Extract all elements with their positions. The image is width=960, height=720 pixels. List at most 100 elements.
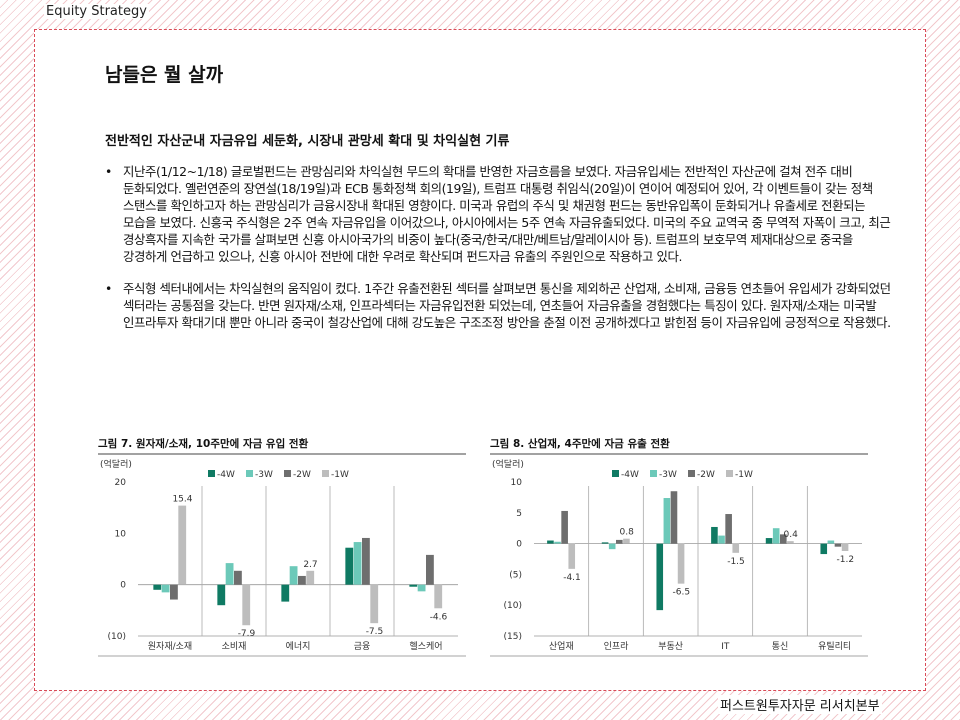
y-tick-label: (5) (509, 570, 522, 580)
y-tick-label: (10) (504, 601, 522, 611)
bar (787, 541, 794, 544)
x-tick-label: 에너지 (286, 641, 311, 652)
x-tick-label: 부동산 (658, 641, 683, 652)
bar (547, 540, 554, 544)
legend-label: -4W (621, 470, 639, 480)
bar (370, 584, 379, 624)
section-subtitle: 전반적인 자산군내 자금유입 세둔화, 시장내 관망세 확대 및 차익실현 기류 (105, 134, 510, 149)
bar (225, 563, 234, 585)
bar (725, 514, 732, 544)
legend-swatch (650, 470, 657, 477)
bar (434, 584, 443, 609)
bar (170, 584, 178, 600)
bar (554, 541, 561, 544)
bar (234, 570, 242, 585)
legend-label: -2W (697, 470, 715, 480)
bar (608, 543, 616, 550)
page-title: 남들은 뭘 살까 (105, 64, 224, 86)
bar (409, 584, 418, 587)
bullet-paragraph: 주식형 섹터내에서는 차익실현의 움직임이 컸다. 1주간 유출전환된 섹터를 … (105, 280, 891, 331)
legend-label: -3W (659, 470, 677, 480)
bullet-paragraph: 지난주(1/12~1/18) 글로벌펀드는 관망심리와 차익실현 무드의 확대를… (105, 163, 891, 266)
bar (765, 538, 773, 544)
unit-label: (억달러) (492, 458, 524, 470)
bar (306, 570, 315, 585)
chart-industrials: 그림 8. 산업재, 4주만에 자금 유출 전환 (억달러) -4W -3W -2W -1… (490, 437, 868, 657)
data-label: -7.9 (238, 629, 256, 639)
data-label: 0.8 (619, 528, 634, 538)
bar (834, 543, 842, 547)
bullet-list: 지난주(1/12~1/18) 글로벌펀드는 관망심리와 차익실현 무드의 확대를… (105, 163, 891, 345)
bar (732, 543, 740, 553)
bar (561, 510, 568, 544)
y-tick-label: 0 (516, 540, 522, 550)
x-tick-label: IT (721, 642, 730, 652)
x-tick-label: 금융 (354, 641, 371, 652)
bar (841, 543, 849, 551)
bar (345, 547, 354, 585)
x-tick-label: 인프라 (604, 641, 630, 652)
legend-swatch (322, 470, 329, 477)
x-tick-label: 산업재 (549, 641, 574, 652)
y-tick-label: 10 (511, 478, 523, 488)
bar (780, 534, 787, 544)
chart-title: 그림 8. 산업재, 4주만에 자금 유출 전환 (490, 437, 670, 450)
y-tick-label: (10) (108, 632, 126, 642)
legend-swatch (208, 470, 215, 477)
section-label: Equity Strategy (44, 4, 149, 19)
y-tick-label: 20 (115, 478, 127, 488)
bar (242, 584, 251, 626)
y-tick-label: 10 (115, 529, 127, 539)
bar (718, 535, 725, 544)
legend-swatch (726, 470, 733, 477)
legend-label: -3W (255, 470, 273, 480)
bar (677, 543, 685, 584)
y-tick-label: 5 (516, 509, 522, 519)
bar (623, 538, 630, 544)
bar (353, 542, 362, 585)
bar (362, 537, 370, 585)
bar (827, 540, 835, 544)
bar (426, 554, 434, 585)
data-label: -6.5 (673, 588, 691, 598)
data-label: -4.1 (563, 573, 581, 583)
legend-label: -2W (293, 470, 311, 480)
y-tick-label: 0 (120, 581, 126, 591)
x-tick-label: 유틸리티 (818, 641, 851, 652)
x-tick-label: 원자재/소재 (148, 641, 192, 652)
bar (670, 491, 678, 544)
bar (820, 543, 828, 555)
bar (663, 498, 671, 544)
chart-raw-materials: 그림 7. 원자재/소재, 10주만에 자금 유입 전환 (억달러) -4W -3W -… (98, 437, 466, 657)
bar (298, 575, 306, 585)
bar (656, 543, 664, 611)
bar (601, 542, 609, 544)
bar (772, 528, 780, 544)
data-label: 2.7 (303, 560, 317, 570)
bar (281, 584, 290, 602)
legend-swatch (612, 470, 619, 477)
bar (153, 584, 162, 590)
legend-label: -1W (735, 470, 753, 480)
bar (711, 526, 718, 544)
footer-source: 퍼스트원투자자문 리서치본부 (718, 695, 882, 714)
data-label: -7.5 (366, 627, 384, 637)
bar (289, 566, 298, 585)
legend-swatch (688, 470, 695, 477)
legend-swatch (284, 470, 291, 477)
data-label: -1.5 (727, 557, 745, 567)
data-label: -4.6 (430, 612, 448, 622)
legend-label: -1W (331, 470, 349, 480)
chart-title: 그림 7. 원자재/소재, 10주만에 자금 유입 전환 (98, 437, 309, 450)
unit-label: (억달러) (100, 458, 132, 470)
data-label: 0.4 (783, 530, 798, 540)
x-tick-label: 통신 (772, 641, 789, 652)
bar (178, 505, 187, 585)
legend-swatch (246, 470, 253, 477)
bar (616, 539, 623, 544)
x-tick-label: 소비재 (222, 641, 247, 652)
bar (217, 584, 226, 606)
legend-label: -4W (217, 470, 235, 480)
bar (161, 584, 170, 593)
x-tick-label: 헬스케어 (409, 641, 442, 652)
